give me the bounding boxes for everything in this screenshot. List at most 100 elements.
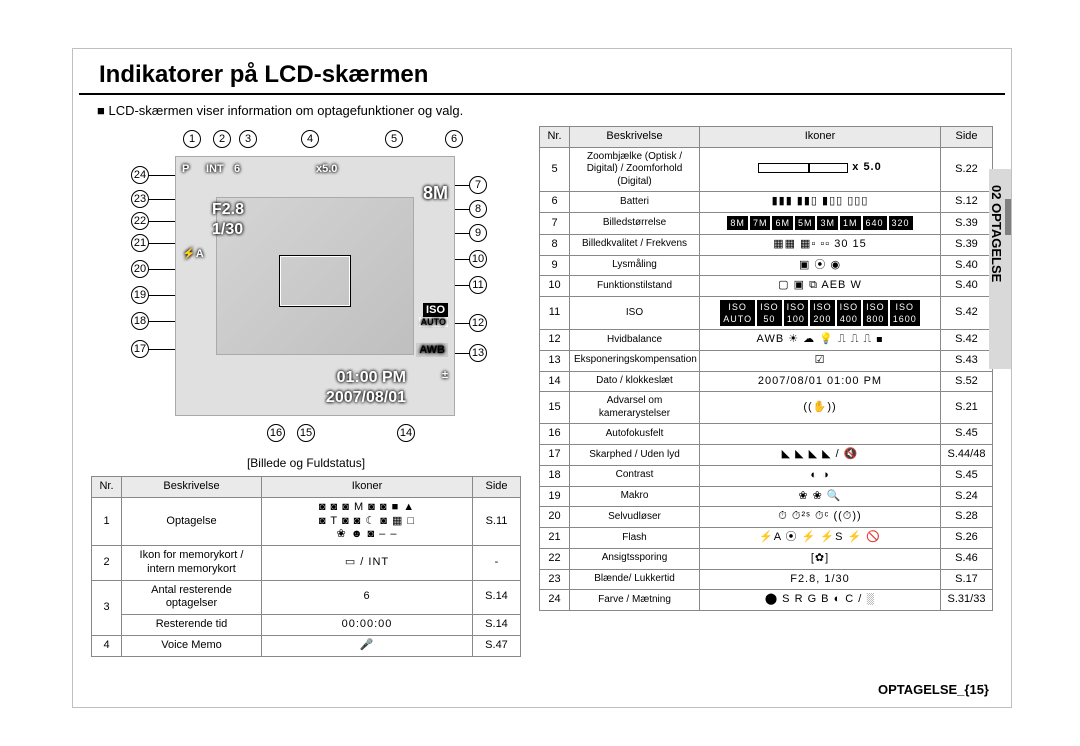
cell-side: S.45 [941, 424, 993, 445]
right-column: Nr. Beskrivelse Ikoner Side 5Zoombjælke … [539, 126, 993, 657]
table-row: 2Ikon for memorykort / intern memorykort… [92, 546, 521, 581]
lcd-diagram: P INT 6 x5.0 8M F2.8 1/30 ⚡A ISO AUTO AW… [91, 126, 521, 446]
leader-line [149, 295, 175, 296]
col-side: Side [941, 127, 993, 148]
cell-side: S.39 [941, 234, 993, 255]
cell-side: S.39 [941, 213, 993, 235]
cell-icons: x 5.0 [700, 147, 941, 192]
callout-bubble: 7 [469, 176, 487, 194]
cell-desc: Batteri [570, 192, 700, 213]
leader-line [149, 321, 175, 322]
cell-desc: Funktionstilstand [570, 276, 700, 297]
cell-icons: ⚡A ⦿ ⚡ ⚡S ⚡ 🚫 [700, 528, 941, 549]
leader-line [149, 175, 175, 176]
cell: 🎤 [262, 635, 473, 656]
cell-nr: 20 [540, 507, 570, 528]
callout-bubble: 18 [131, 312, 149, 330]
mem-icon: INT [206, 163, 224, 175]
cell: ▭ / INT [262, 546, 473, 581]
table-row: 16AutofokusfeltS.45 [540, 424, 993, 445]
cell: S.14 [473, 615, 521, 636]
cell-nr: 23 [540, 569, 570, 590]
table-row: 14Dato / klokkeslæt2007/08/01 01:00 PMS.… [540, 371, 993, 392]
cell-icons: ▦▦ ▦▫ ▫▫ 30 15 [700, 234, 941, 255]
callout-bubble: 5 [385, 130, 403, 148]
date: 2007/08/01 [326, 389, 406, 407]
col-icons: Ikoner [262, 477, 473, 498]
leader-line [455, 353, 469, 354]
table-row: 1Optagelse◙ ◙ ◙ M ◙ ◙ ■ ▲◙ T ◙ ◙ ☾ ◙ ▦ □… [92, 497, 521, 545]
cell-side: S.43 [941, 350, 993, 371]
cell-icons: ⏱ ⏱²ˢ ⏱ᶜ ((⏱)) [700, 507, 941, 528]
cell-side: S.40 [941, 255, 993, 276]
cell-nr: 7 [540, 213, 570, 235]
table-row: 18Contrast◐ ◑S.45 [540, 465, 993, 486]
table-right: Nr. Beskrivelse Ikoner Side 5Zoombjælke … [539, 126, 993, 611]
cell-icons: ▮▮▮ ▮▮▯ ▮▯▯ ▯▯▯ [700, 192, 941, 213]
cell-icons: ❀ ❀ 🔍 [700, 486, 941, 507]
cell-icons: 2007/08/01 01:00 PM [700, 371, 941, 392]
manual-page: Indikatorer på LCD-skærmen LCD-skærmen v… [72, 48, 1012, 708]
iso-mode: AUTO [419, 317, 448, 327]
cell-icons: ⬤ S R G B ◐ C / ░ [700, 590, 941, 611]
cell-desc: Flash [570, 528, 700, 549]
cell-nr: 21 [540, 528, 570, 549]
leader-line [455, 259, 469, 260]
callout-bubble: 15 [297, 424, 315, 442]
cell-side: S.42 [941, 330, 993, 351]
cell-nr: 8 [540, 234, 570, 255]
cell-desc: Blænde/ Lukkertid [570, 569, 700, 590]
cell-desc: Hvidbalance [570, 330, 700, 351]
cell-desc: Dato / klokkeslæt [570, 371, 700, 392]
leader-line [149, 349, 175, 350]
section-mark [1005, 199, 1011, 235]
cell-nr: 15 [540, 392, 570, 424]
cell-desc: Lysmåling [570, 255, 700, 276]
cell-desc: Farve / Mætning [570, 590, 700, 611]
cell-icons: ISOAUTOISO50ISO100ISO200ISO400ISO800ISO1… [700, 297, 941, 330]
leader-line [149, 221, 175, 222]
callout-bubble: 17 [131, 340, 149, 358]
cell: 1 [92, 497, 122, 545]
cell-side: S.42 [941, 297, 993, 330]
col-side: Side [473, 477, 521, 498]
cell: S.14 [473, 580, 521, 615]
caption-text: Billede og Fuldstatus [250, 456, 361, 470]
zoom-text: x5.0 [316, 163, 337, 175]
cell-desc: Autofokusfelt [570, 424, 700, 445]
table-row: 23Blænde/ LukkertidF2.8, 1/30S.17 [540, 569, 993, 590]
cell-desc: Advarsel om kamerarystelser [570, 392, 700, 424]
table-row: 13Eksponeringskompensation☑S.43 [540, 350, 993, 371]
cell-side: S.12 [941, 192, 993, 213]
content-columns: P INT 6 x5.0 8M F2.8 1/30 ⚡A ISO AUTO AW… [73, 126, 1011, 657]
cell: 6 [262, 580, 473, 615]
page-footer: OPTAGELSE_{15} [878, 682, 989, 697]
cell-side: S.22 [941, 147, 993, 192]
leader-line [455, 209, 469, 210]
page-header: Indikatorer på LCD-skærmen [79, 49, 1005, 95]
callout-bubble: 13 [469, 344, 487, 362]
cell-desc: Skarphed / Uden lyd [570, 445, 700, 466]
zoom-bar-icon: x 5.0 [758, 161, 881, 175]
table-row: 22Ansigtssporing[✿]S.46 [540, 548, 993, 569]
mode-icon: P [182, 163, 189, 175]
table-row: 7Billedstørrelse8M7M6M5M3M1M640320S.39 [540, 213, 993, 235]
cell-icons: ☑ [700, 350, 941, 371]
cell-nr: 12 [540, 330, 570, 351]
leader-line [455, 285, 469, 286]
cell-side: S.40 [941, 276, 993, 297]
cell-desc: Selvudløser [570, 507, 700, 528]
callout-bubble: 20 [131, 260, 149, 278]
cell-desc: Billedstørrelse [570, 213, 700, 235]
aperture: F2.8 [212, 201, 244, 219]
cell: Voice Memo [122, 635, 262, 656]
cell-icons: ◐ ◑ [700, 465, 941, 486]
cell-icons: AWB ☀ ☁ 💡 ⎍ ⎍ ⎍ ◼ [700, 330, 941, 351]
table-row: 8Billedkvalitet / Frekvens▦▦ ▦▫ ▫▫ 30 15… [540, 234, 993, 255]
cell: ◙ ◙ ◙ M ◙ ◙ ■ ▲◙ T ◙ ◙ ☾ ◙ ▦ □❀ ☻ ◙ – – [262, 497, 473, 545]
leader-line [455, 233, 469, 234]
table-row: 24Farve / Mætning⬤ S R G B ◐ C / ░S.31/3… [540, 590, 993, 611]
callout-bubble: 2 [213, 130, 231, 148]
callout-bubble: 10 [469, 250, 487, 268]
col-nr: Nr. [540, 127, 570, 148]
